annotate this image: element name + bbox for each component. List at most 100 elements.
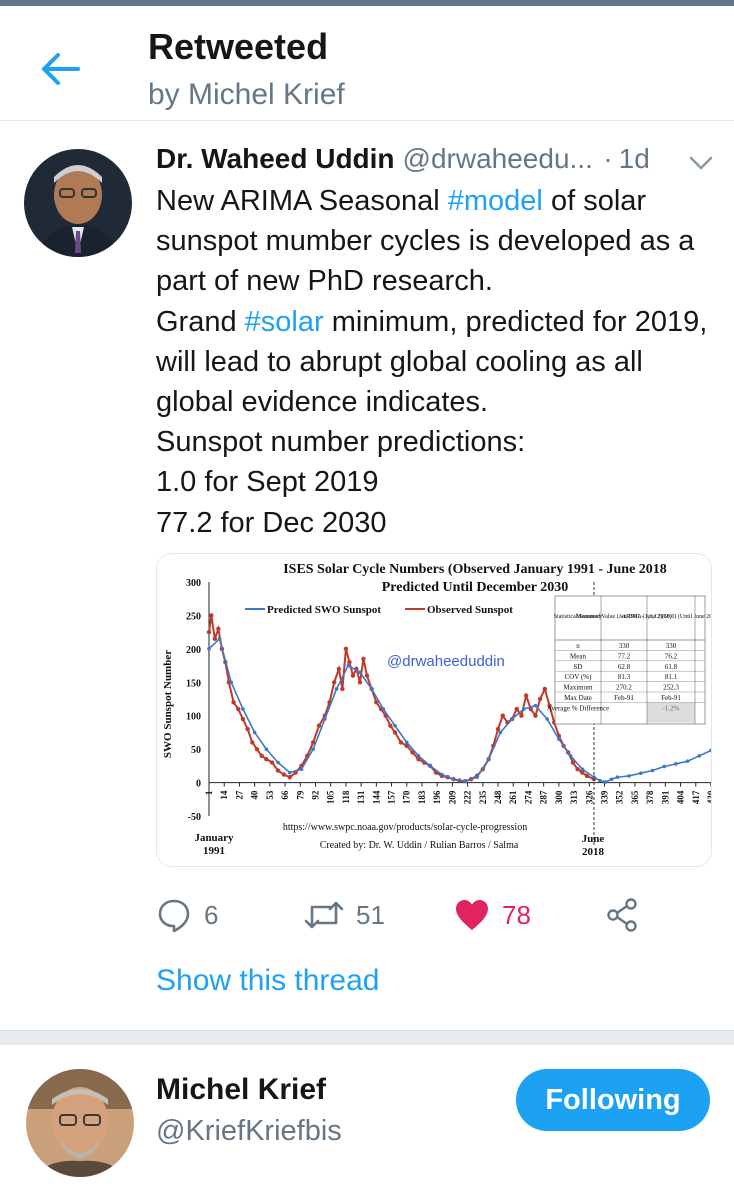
data-point bbox=[229, 680, 234, 685]
data-point bbox=[332, 680, 337, 685]
share-button[interactable] bbox=[606, 891, 640, 939]
retweet-button[interactable]: 51 bbox=[304, 891, 385, 939]
chevron-down-icon bbox=[689, 156, 713, 170]
solar-cycle-chart: ISES Solar Cycle Numbers (Observed Janua… bbox=[157, 554, 711, 866]
x-tick-label: 300 bbox=[554, 790, 564, 804]
retweeted-by: by Michel Krief bbox=[148, 78, 345, 111]
data-point bbox=[542, 686, 548, 692]
y-axis-label: SWO Sunspot Number bbox=[162, 650, 174, 758]
hashtag-link[interactable]: #solar bbox=[244, 305, 324, 338]
tweet[interactable]: Dr. Waheed Uddin @drwaheedu... · 1d New AR… bbox=[0, 121, 734, 1029]
table-cell: Feb-91 bbox=[661, 694, 681, 702]
status-strip bbox=[0, 0, 734, 6]
y-tick-label: 200 bbox=[186, 645, 201, 656]
table-cell: Average % Difference bbox=[547, 704, 609, 712]
watermark-handle: @drwaheeduddin bbox=[387, 653, 505, 670]
data-point bbox=[510, 717, 514, 721]
arrow-left-icon bbox=[42, 53, 80, 85]
retweeter-name[interactable]: Michel Krief bbox=[156, 1073, 327, 1106]
show-thread-link[interactable]: Show this thread bbox=[156, 964, 380, 997]
x-june-label-year: 2018 bbox=[582, 846, 605, 858]
table-cell: COV (%) bbox=[565, 673, 593, 681]
data-point bbox=[521, 707, 526, 711]
data-point bbox=[323, 717, 327, 721]
reply-count: 6 bbox=[204, 899, 219, 930]
data-point bbox=[428, 764, 432, 768]
data-point bbox=[281, 772, 287, 777]
x-tick-label: 209 bbox=[447, 790, 457, 804]
data-point bbox=[537, 696, 543, 702]
timestamp[interactable]: 1d bbox=[618, 143, 650, 174]
x-june-label-month: June bbox=[582, 833, 605, 845]
table-cell: Mean bbox=[570, 652, 586, 660]
x-tick-label: 248 bbox=[493, 790, 503, 804]
table-cell: 330 bbox=[619, 642, 630, 650]
x-tick-label: 53 bbox=[265, 790, 275, 800]
data-point bbox=[662, 764, 666, 769]
author-name[interactable]: Dr. Waheed Uddin bbox=[156, 143, 395, 174]
data-point bbox=[416, 756, 421, 762]
reply-bubble-icon bbox=[158, 899, 190, 933]
data-point bbox=[627, 774, 631, 778]
section-divider bbox=[0, 1030, 734, 1045]
retweeter-photo bbox=[26, 1069, 134, 1177]
data-point bbox=[580, 767, 585, 771]
author-handle[interactable]: @drwaheedu... bbox=[402, 143, 593, 174]
data-point bbox=[495, 726, 501, 732]
y-tick-label: -50 bbox=[188, 812, 201, 823]
data-point bbox=[398, 740, 404, 745]
x-tick-label: 105 bbox=[326, 790, 336, 804]
x-tick-label: 352 bbox=[615, 790, 625, 804]
data-point bbox=[545, 717, 549, 721]
like-button[interactable]: 78 bbox=[454, 891, 531, 939]
tweet-actions: 6 51 78 bbox=[156, 891, 716, 939]
table-cell: 76.2 bbox=[665, 652, 678, 660]
data-point bbox=[392, 730, 398, 735]
retweeter-card[interactable]: Michel Krief @KriefKriefbis Following bbox=[0, 1045, 734, 1200]
table-header-cell: ARIMA (1,1,12)(60,0) (Until June 2018) bbox=[622, 613, 711, 620]
data-point bbox=[685, 759, 690, 763]
table-cell: Maximum bbox=[563, 684, 593, 692]
table-cell: 81.1 bbox=[665, 673, 678, 681]
data-point bbox=[374, 700, 379, 705]
data-point bbox=[416, 754, 421, 758]
x-start-label-month: January bbox=[194, 832, 234, 844]
data-point bbox=[217, 637, 222, 641]
retweeter-handle[interactable]: @KriefKriefbis bbox=[156, 1115, 342, 1147]
data-point bbox=[241, 707, 245, 711]
x-tick-label: 222 bbox=[463, 790, 473, 804]
author-photo bbox=[24, 149, 132, 257]
data-point bbox=[207, 647, 211, 651]
x-tick-label: 92 bbox=[310, 790, 320, 800]
following-button[interactable]: Following bbox=[516, 1069, 710, 1131]
data-point bbox=[388, 723, 393, 728]
tweet-paragraph: 77.2 for Dec 2030 bbox=[156, 503, 716, 543]
data-point bbox=[533, 713, 538, 718]
retweeter-avatar[interactable] bbox=[26, 1069, 134, 1177]
x-tick-label: 144 bbox=[371, 790, 381, 804]
heart-icon bbox=[456, 900, 488, 930]
back-button[interactable] bbox=[38, 46, 84, 92]
reply-button[interactable]: 6 bbox=[156, 891, 218, 939]
data-point bbox=[240, 716, 246, 722]
x-tick-label: 417 bbox=[691, 790, 701, 804]
x-tick-label: 339 bbox=[600, 790, 610, 804]
table-cell: Feb-91 bbox=[614, 694, 634, 702]
x-tick-label: 157 bbox=[387, 790, 397, 804]
x-tick-label: 326 bbox=[584, 790, 594, 804]
x-tick-label: 118 bbox=[341, 790, 351, 804]
data-point bbox=[533, 703, 538, 708]
x-tick-label: 170 bbox=[402, 790, 412, 804]
data-point bbox=[310, 740, 316, 745]
x-tick-label: 66 bbox=[280, 790, 290, 800]
data-point bbox=[523, 693, 529, 698]
y-tick-label: 300 bbox=[186, 578, 201, 589]
data-point bbox=[231, 700, 236, 705]
tweet-menu-button[interactable] bbox=[688, 155, 714, 171]
hashtag-link[interactable]: #model bbox=[447, 185, 543, 217]
data-point bbox=[347, 660, 352, 665]
x-tick-label: 287 bbox=[539, 790, 549, 804]
tweet-media[interactable]: ISES Solar Cycle Numbers (Observed Janua… bbox=[156, 553, 712, 867]
author-avatar[interactable] bbox=[24, 149, 132, 257]
data-point bbox=[584, 773, 590, 779]
